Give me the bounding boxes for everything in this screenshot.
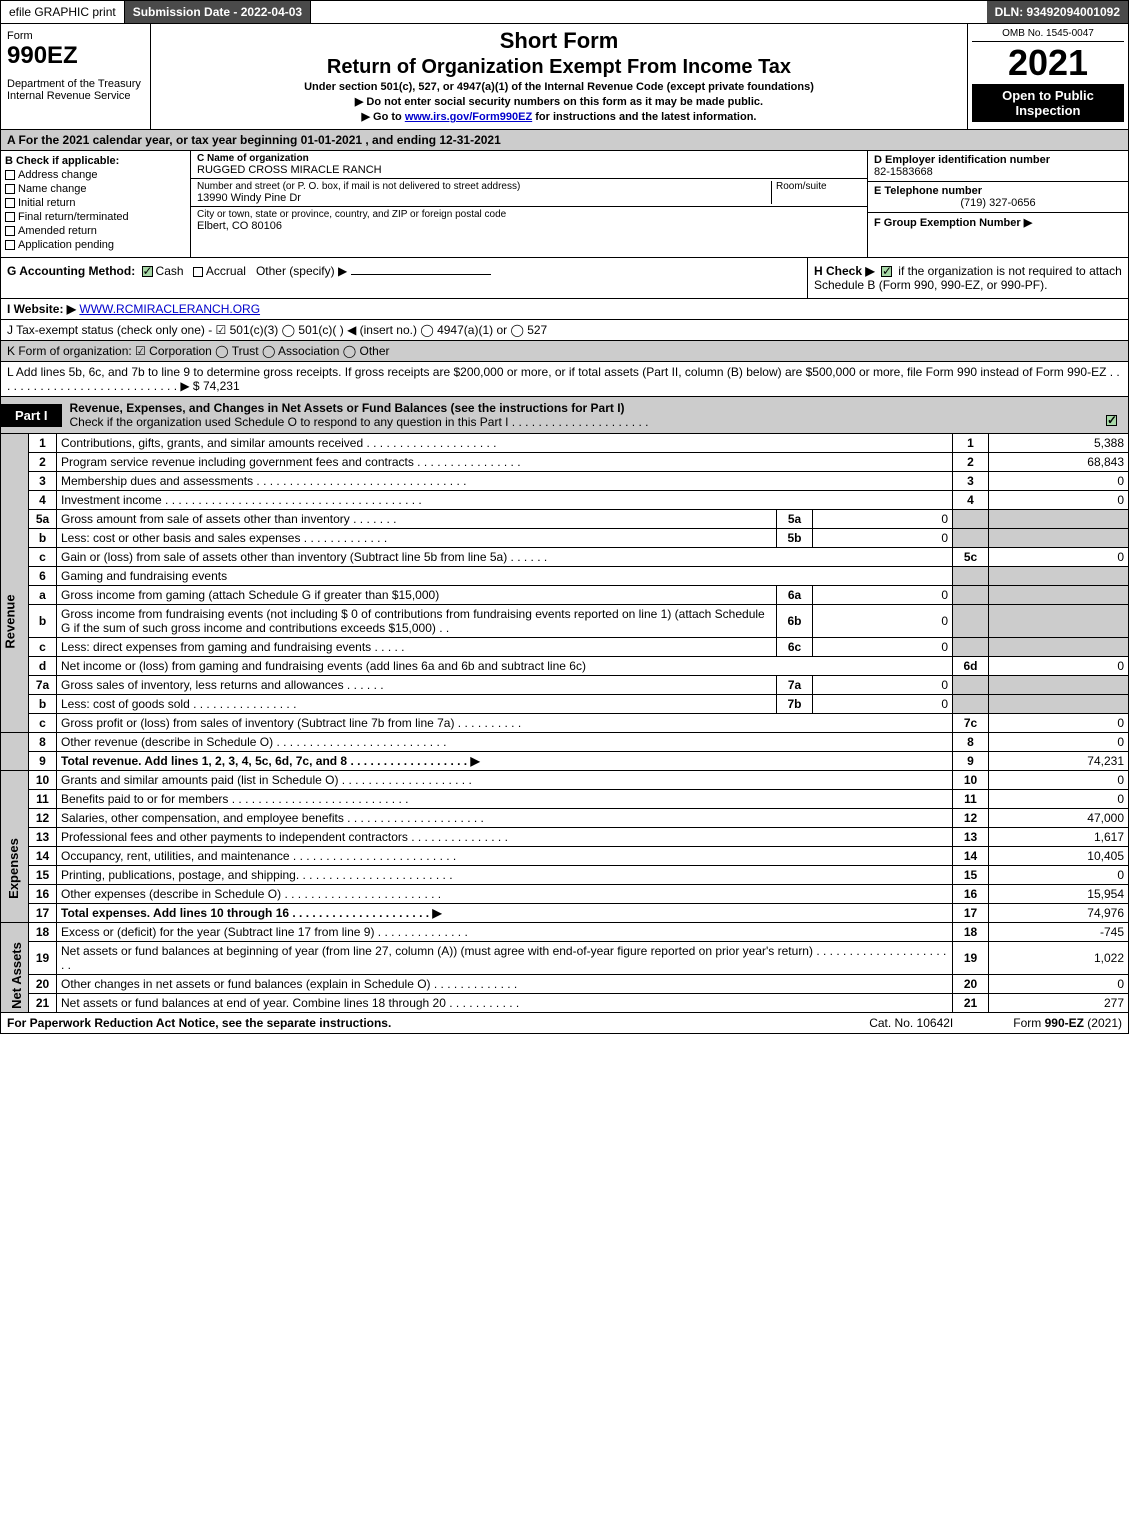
e-label: E Telephone number [874, 185, 1122, 197]
line-17: 17Total expenses. Add lines 10 through 1… [1, 904, 1129, 923]
line-13: 13Professional fees and other payments t… [1, 828, 1129, 847]
line-7a: 7aGross sales of inventory, less returns… [1, 676, 1129, 695]
line-5b: bLess: cost or other basis and sales exp… [1, 529, 1129, 548]
line-7c: cGross profit or (loss) from sales of in… [1, 714, 1129, 733]
line-20: 20Other changes in net assets or fund ba… [1, 975, 1129, 994]
form-version: Form 990-EZ (2021) [1013, 1016, 1122, 1030]
line-10: Expenses 10Grants and similar amounts pa… [1, 771, 1129, 790]
line-7b: bLess: cost of goods sold . . . . . . . … [1, 695, 1129, 714]
line-3: 3Membership dues and assessments . . . .… [1, 472, 1129, 491]
street-label: Number and street (or P. O. box, if mail… [197, 181, 771, 192]
line-11: 11Benefits paid to or for members . . . … [1, 790, 1129, 809]
tax-year: 2021 [972, 42, 1124, 84]
catalog-number: Cat. No. 10642I [869, 1016, 953, 1030]
line-8: 8Other revenue (describe in Schedule O) … [1, 733, 1129, 752]
org-name: RUGGED CROSS MIRACLE RANCH [197, 164, 861, 176]
paperwork-notice: For Paperwork Reduction Act Notice, see … [7, 1016, 391, 1030]
line-6: 6Gaming and fundraising events [1, 567, 1129, 586]
chk-name-change[interactable]: Name change [5, 183, 186, 195]
line-5a: 5aGross amount from sale of assets other… [1, 510, 1129, 529]
line-15: 15Printing, publications, postage, and s… [1, 866, 1129, 885]
chk-schedule-b[interactable] [881, 266, 892, 277]
form-label: Form [7, 30, 144, 42]
section-c-address: C Name of organization RUGGED CROSS MIRA… [191, 151, 868, 257]
header-center: Short Form Return of Organization Exempt… [151, 24, 968, 129]
dln-label: DLN: 93492094001092 [987, 1, 1128, 23]
row-k-form-org: K Form of organization: ☑ Corporation ◯ … [0, 341, 1129, 362]
submission-date: Submission Date - 2022-04-03 [125, 1, 311, 23]
irs-link[interactable]: www.irs.gov/Form990EZ [405, 111, 532, 123]
chk-amended-return[interactable]: Amended return [5, 225, 186, 237]
line-9: 9Total revenue. Add lines 1, 2, 3, 4, 5c… [1, 752, 1129, 771]
line-6c: cLess: direct expenses from gaming and f… [1, 638, 1129, 657]
chk-cash[interactable] [142, 266, 153, 277]
header-right: OMB No. 1545-0047 2021 Open to Public In… [968, 24, 1128, 129]
street-value: 13990 Windy Pine Dr [197, 192, 771, 204]
subtitle-1: Under section 501(c), 527, or 4947(a)(1)… [155, 81, 963, 93]
form-number: 990EZ [7, 42, 144, 70]
ein-value: 82-1583668 [874, 166, 1122, 178]
line-12: 12Salaries, other compensation, and empl… [1, 809, 1129, 828]
city-value: Elbert, CO 80106 [197, 220, 861, 232]
h-schedule-b: H Check ▶ if the organization is not req… [808, 258, 1128, 298]
efile-label[interactable]: efile GRAPHIC print [1, 1, 125, 23]
subtitle-3: ▶ Go to www.irs.gov/Form990EZ for instru… [155, 110, 963, 123]
line-14: 14Occupancy, rent, utilities, and mainte… [1, 847, 1129, 866]
side-net-assets: Net Assets [9, 942, 24, 1009]
section-d-e-f: D Employer identification number 82-1583… [868, 151, 1128, 257]
omb-number: OMB No. 1545-0047 [972, 28, 1124, 42]
line-6a: aGross income from gaming (attach Schedu… [1, 586, 1129, 605]
row-g-h: G Accounting Method: Cash Accrual Other … [0, 258, 1129, 299]
line-6d: dNet income or (loss) from gaming and fu… [1, 657, 1129, 676]
part-1-tab: Part I [1, 404, 62, 427]
line-21: 21Net assets or fund balances at end of … [1, 994, 1129, 1013]
line-1: Revenue 1 Contributions, gifts, grants, … [1, 434, 1129, 453]
c-label: C Name of organization [197, 153, 861, 164]
f-label: F Group Exemption Number ▶ [874, 216, 1122, 229]
header-left: Form 990EZ Department of the Treasury In… [1, 24, 151, 129]
city-label: City or town, state or province, country… [197, 209, 861, 220]
title-return: Return of Organization Exempt From Incom… [155, 56, 963, 79]
room-suite-label: Room/suite [771, 181, 861, 204]
i-label: I Website: ▶ [7, 302, 76, 316]
title-short-form: Short Form [155, 28, 963, 54]
row-j-tax-exempt: J Tax-exempt status (check only one) - ☑… [0, 320, 1129, 341]
line-16: 16Other expenses (describe in Schedule O… [1, 885, 1129, 904]
subtitle-2: ▶ Do not enter social security numbers o… [155, 95, 963, 108]
top-bar: efile GRAPHIC print Submission Date - 20… [0, 0, 1129, 24]
row-i-website: I Website: ▶ WWW.RCMIRACLERANCH.ORG [0, 299, 1129, 320]
row-a-tax-year: A For the 2021 calendar year, or tax yea… [0, 130, 1129, 151]
page-footer: For Paperwork Reduction Act Notice, see … [0, 1013, 1129, 1034]
g-accounting-method: G Accounting Method: Cash Accrual Other … [1, 258, 808, 298]
chk-accrual[interactable] [193, 267, 203, 277]
chk-initial-return[interactable]: Initial return [5, 197, 186, 209]
part-1-title: Revenue, Expenses, and Changes in Net As… [62, 397, 1128, 433]
chk-schedule-o[interactable] [1106, 415, 1117, 426]
phone-value: (719) 327-0656 [874, 197, 1122, 209]
line-4: 4Investment income . . . . . . . . . . .… [1, 491, 1129, 510]
d-label: D Employer identification number [874, 154, 1122, 166]
open-inspection: Open to Public Inspection [972, 84, 1124, 122]
chk-final-return[interactable]: Final return/terminated [5, 211, 186, 223]
line-5c: cGain or (loss) from sale of assets othe… [1, 548, 1129, 567]
chk-application-pending[interactable]: Application pending [5, 239, 186, 251]
part-1-table: Revenue 1 Contributions, gifts, grants, … [0, 434, 1129, 1013]
section-b-through-f: B Check if applicable: Address change Na… [0, 151, 1129, 258]
section-b-checks: B Check if applicable: Address change Na… [1, 151, 191, 257]
dept-label: Department of the Treasury Internal Reve… [7, 78, 144, 102]
chk-address-change[interactable]: Address change [5, 169, 186, 181]
side-expenses: Expenses [6, 838, 21, 899]
row-l-gross-receipts: L Add lines 5b, 6c, and 7b to line 9 to … [0, 362, 1129, 397]
side-revenue: Revenue [3, 594, 18, 648]
line-19: 19Net assets or fund balances at beginni… [1, 942, 1129, 975]
line-6b: bGross income from fundraising events (n… [1, 605, 1129, 638]
part-1-header: Part I Revenue, Expenses, and Changes in… [0, 397, 1129, 434]
b-label: B Check if applicable: [5, 155, 186, 167]
line-2: 2Program service revenue including gover… [1, 453, 1129, 472]
line-18: Net Assets 18Excess or (deficit) for the… [1, 923, 1129, 942]
website-link[interactable]: WWW.RCMIRACLERANCH.ORG [79, 302, 260, 316]
form-header: Form 990EZ Department of the Treasury In… [0, 24, 1129, 130]
